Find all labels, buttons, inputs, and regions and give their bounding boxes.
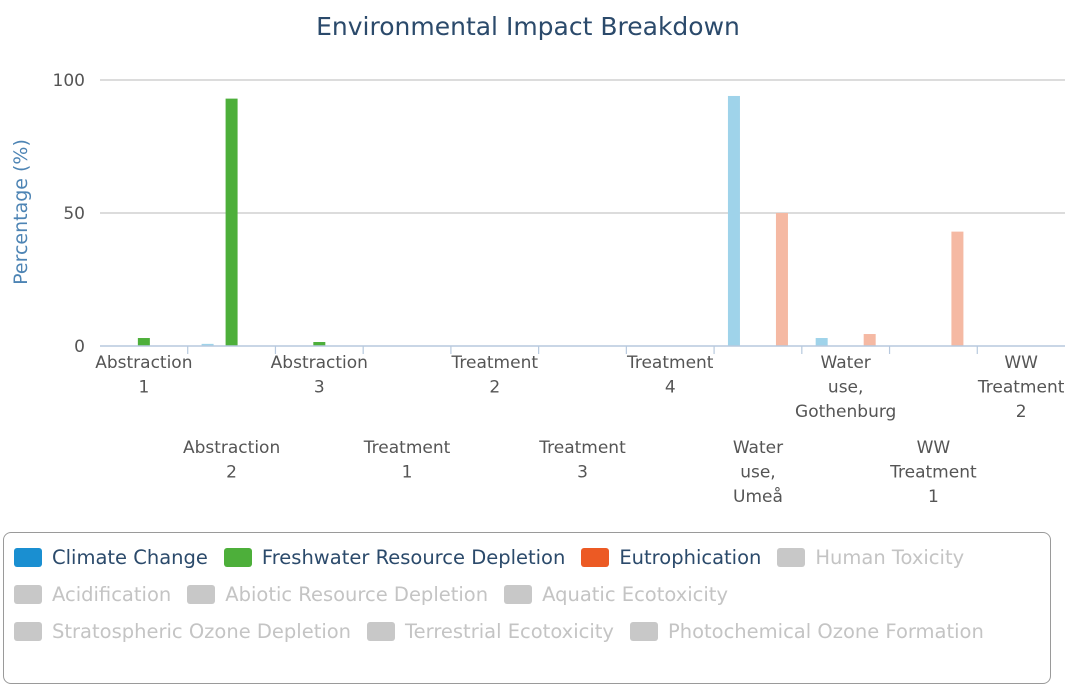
x-tick-label: Gothenburg bbox=[795, 402, 896, 422]
legend-swatch bbox=[14, 548, 42, 567]
legend-item[interactable]: Aquatic Ecotoxicity bbox=[504, 576, 728, 613]
x-tick-label: WW bbox=[1004, 353, 1038, 373]
x-tick-label: Treatment bbox=[451, 353, 539, 373]
legend: Climate Change Freshwater Resource Deplet… bbox=[3, 532, 1051, 684]
legend-swatch bbox=[14, 585, 42, 604]
x-tick-label: Umeå bbox=[733, 486, 783, 507]
x-tick-label: Treatment bbox=[538, 438, 626, 458]
x-tick-label: Treatment bbox=[363, 438, 451, 458]
x-tick-label: 1 bbox=[928, 487, 939, 507]
legend-label: Stratospheric Ozone Depletion bbox=[52, 620, 352, 643]
gridlines bbox=[100, 79, 1065, 214]
x-tick-label: Abstraction bbox=[271, 353, 368, 373]
x-tick-label: WW bbox=[917, 438, 951, 458]
chart-title: Environmental Impact Breakdown bbox=[316, 12, 740, 41]
y-tick-label: 100 bbox=[53, 71, 85, 91]
legend-item[interactable]: Climate Change bbox=[14, 539, 208, 576]
x-tick-label: Water bbox=[821, 353, 871, 373]
legend-item[interactable]: Eutrophication bbox=[581, 539, 761, 576]
bar bbox=[201, 343, 214, 346]
legend-label: Terrestrial Ecotoxicity bbox=[405, 620, 614, 643]
legend-item[interactable]: Terrestrial Ecotoxicity bbox=[367, 613, 614, 650]
y-tick-labels: 0 50 100 bbox=[53, 71, 85, 357]
legend-swatch bbox=[187, 585, 216, 604]
legend-swatch bbox=[223, 548, 252, 567]
legend-label: Climate Change bbox=[52, 546, 208, 569]
legend-label: Freshwater Resource Depletion bbox=[261, 546, 566, 569]
x-tick-label: 1 bbox=[138, 378, 149, 398]
legend-swatch bbox=[367, 622, 396, 641]
bar bbox=[313, 342, 326, 346]
x-tick-label: 3 bbox=[314, 378, 325, 398]
x-tick-label: Abstraction bbox=[95, 353, 192, 373]
legend-item[interactable]: Stratospheric Ozone Depletion bbox=[14, 613, 351, 650]
legend-item[interactable]: Human Toxicity bbox=[777, 539, 964, 576]
legend-item[interactable]: Abiotic Resource Depletion bbox=[187, 576, 488, 613]
x-tick-label: Water bbox=[733, 438, 783, 458]
x-tick-label: 2 bbox=[226, 463, 237, 483]
legend-label: Photochemical Ozone Formation bbox=[667, 620, 984, 643]
legend-item[interactable]: Freshwater Resource Depletion bbox=[223, 539, 566, 576]
x-tick-label: use, bbox=[828, 378, 864, 398]
x-tick-label: 4 bbox=[665, 378, 676, 398]
bar bbox=[137, 338, 150, 346]
bar bbox=[727, 95, 740, 347]
legend-label: Human Toxicity bbox=[815, 546, 965, 569]
bar bbox=[225, 98, 238, 347]
x-tick-label: Abstraction bbox=[183, 438, 280, 458]
bar bbox=[863, 334, 876, 346]
x-tick-labels: Abstraction 1 Abstraction 2 Abstraction 3 Trea… bbox=[95, 353, 1064, 507]
x-axis bbox=[100, 345, 1065, 354]
y-tick-label: 50 bbox=[63, 204, 85, 224]
x-tick-label: 2 bbox=[489, 378, 500, 398]
legend-item[interactable]: Photochemical Ozone Formation bbox=[629, 613, 984, 650]
legend-swatch bbox=[777, 548, 806, 567]
legend-label: Acidification bbox=[52, 583, 172, 606]
x-tick-label: 1 bbox=[402, 463, 413, 483]
y-tick-label: 0 bbox=[74, 337, 85, 357]
x-tick-label: Treatment bbox=[977, 378, 1065, 398]
legend-swatch bbox=[14, 622, 42, 641]
x-tick-label: Treatment bbox=[889, 463, 977, 483]
legend-swatch bbox=[581, 548, 610, 567]
legend-label: Aquatic Ecotoxicity bbox=[542, 583, 728, 606]
legend-label: Abiotic Resource Depletion bbox=[225, 583, 489, 606]
x-tick-label: Treatment bbox=[626, 353, 714, 373]
bar bbox=[815, 338, 828, 346]
legend-swatch bbox=[504, 585, 533, 604]
legend-label: Eutrophication bbox=[619, 546, 762, 569]
x-tick-label: 2 bbox=[1016, 402, 1027, 422]
bars bbox=[137, 95, 964, 347]
y-axis-label: Percentage (%) bbox=[10, 139, 32, 285]
legend-swatch bbox=[629, 622, 658, 641]
legend-item[interactable]: Acidification bbox=[14, 576, 171, 613]
bar bbox=[951, 231, 964, 346]
bar bbox=[775, 213, 788, 346]
x-tick-label: use, bbox=[740, 463, 776, 483]
x-tick-label: 3 bbox=[577, 463, 588, 483]
chart-area: Environmental Impact Breakdown Percentag… bbox=[10, 12, 1065, 507]
